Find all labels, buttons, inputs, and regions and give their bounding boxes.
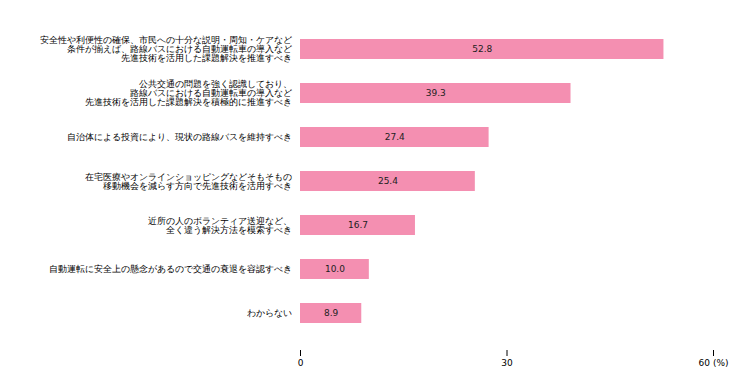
svg-text:39.3: 39.3 [426, 88, 446, 98]
svg-text:公共交通の問題を強く認識しており、路線バスにおける自動運転車: 公共交通の問題を強く認識しており、路線バスにおける自動運転車の導入など先進技術を… [85, 79, 292, 107]
svg-text:安全性や利便性の確保、市民への十分な説明・周知・ケアなど条件: 安全性や利便性の確保、市民への十分な説明・周知・ケアなど条件が揃えば、路線バスに… [40, 35, 292, 63]
svg-text:16.7: 16.7 [348, 220, 368, 230]
svg-text:在宅医療やオンラインショッピングなどそもそもの移動機会を減ら: 在宅医療やオンラインショッピングなどそもそもの移動機会を減らす方向で先進技術を活… [85, 172, 292, 191]
svg-text:0: 0 [298, 358, 304, 368]
svg-text:10.0: 10.0 [325, 264, 345, 274]
svg-text:27.4: 27.4 [385, 132, 405, 142]
svg-text:わからない: わからない [247, 308, 292, 318]
svg-text:自治体による投資により、現状の路線バスを維持すべき: 自治体による投資により、現状の路線バスを維持すべき [67, 132, 292, 142]
svg-text:自動運転に安全上の懸念があるので交通の衰退を容認すべき: 自動運転に安全上の懸念があるので交通の衰退を容認すべき [49, 264, 292, 274]
svg-text:8.9: 8.9 [324, 308, 339, 318]
svg-text:52.8: 52.8 [472, 44, 492, 54]
svg-text:60 (%): 60 (%) [699, 358, 729, 368]
svg-text:25.4: 25.4 [378, 176, 398, 186]
svg-text:近所の人のボランティア送迎など、全く違う解決方法を模索すべき: 近所の人のボランティア送迎など、全く違う解決方法を模索すべき [148, 216, 292, 235]
svg-text:30: 30 [501, 358, 513, 368]
